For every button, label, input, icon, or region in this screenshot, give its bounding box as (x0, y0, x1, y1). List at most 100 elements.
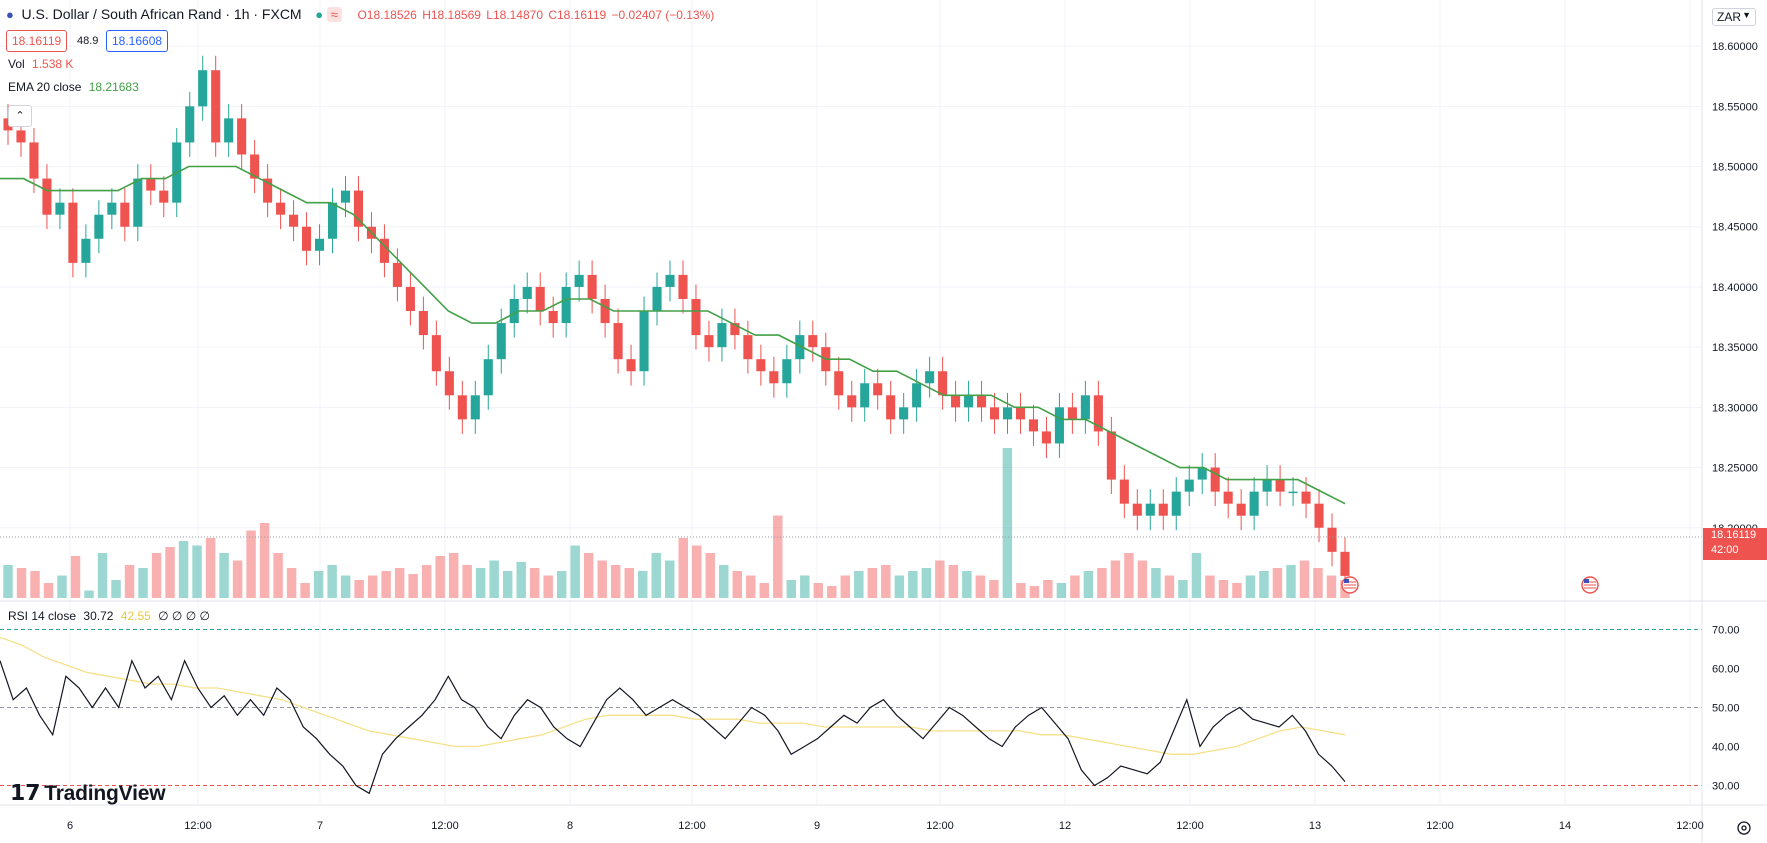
logo-text: TradingView (44, 782, 166, 805)
candle-body (353, 190, 364, 227)
volume-bar (286, 568, 297, 598)
volume-bar (1016, 583, 1026, 598)
volume-bar (3, 565, 13, 598)
rsi-extra: ∅ ∅ ∅ ∅ (158, 609, 210, 623)
candle-body (782, 359, 792, 384)
rsi-tick-label: 40.00 (1712, 742, 1740, 754)
volume-bar (840, 575, 851, 598)
volume-bar (30, 571, 40, 598)
tradingview-logo[interactable]: 𝟭𝟳 TradingView (10, 780, 166, 806)
time-tick-label: 12 (1059, 820, 1071, 832)
candle-body (639, 311, 649, 372)
rsi-legend: RSI 14 close 30.72 42.55 ∅ ∅ ∅ ∅ (8, 609, 210, 623)
volume-bar (813, 583, 824, 598)
volume-bar (16, 568, 27, 598)
candle-body (964, 395, 974, 408)
volume-bar (1245, 575, 1256, 598)
volume-bar (259, 523, 270, 598)
volume-bar (1313, 568, 1323, 598)
candlesticks (3, 55, 1350, 591)
volume-value: 1.538 K (32, 57, 74, 71)
candle-body (237, 118, 247, 155)
volume-bar (827, 586, 837, 598)
time-tick-label: 6 (67, 820, 73, 832)
volume-bar (759, 583, 770, 598)
candle-body (314, 238, 325, 251)
high-value: H18.18569 (422, 8, 481, 22)
candle-body (834, 371, 844, 396)
candle-body (159, 190, 169, 203)
candle-body (379, 238, 389, 263)
candle-body (107, 202, 117, 215)
candle-body (1132, 503, 1142, 516)
volume-bar (219, 553, 229, 598)
collapse-button[interactable]: ⌃ (8, 105, 32, 127)
candle-body (276, 202, 286, 215)
volume-bar (1137, 560, 1148, 598)
candle-body (470, 395, 480, 420)
price-tick-label: 18.45000 (1712, 222, 1758, 234)
candle-body (717, 323, 727, 348)
candle-body (860, 383, 870, 408)
price-tick-label: 18.60000 (1712, 41, 1758, 53)
candle-body (743, 335, 753, 360)
time-tick-label: 8 (567, 820, 573, 832)
ema-line (0, 165, 1346, 505)
countdown: 42:00 (1711, 544, 1739, 556)
candle-body (457, 395, 467, 420)
volume-bar (705, 553, 715, 598)
volume-bar (692, 545, 702, 598)
candle-body (574, 274, 584, 287)
candle-body (431, 335, 441, 372)
volume-bar (678, 538, 688, 598)
price-tick-label: 18.25000 (1712, 463, 1758, 475)
candle-body (1158, 503, 1168, 516)
volume-bar (43, 583, 54, 598)
volume-bar (462, 565, 472, 598)
volume-bar (516, 562, 526, 598)
candle-body (55, 202, 65, 215)
candle-body (613, 323, 623, 360)
volume-bar (1299, 560, 1310, 598)
candle-body (873, 383, 883, 396)
candle-body (977, 395, 987, 408)
candle-body (42, 178, 52, 215)
symbol-title[interactable]: U.S. Dollar / South African Rand · 1h · … (21, 6, 302, 22)
volume-bar (70, 556, 81, 598)
volume-bar (543, 575, 553, 598)
volume-bar (1124, 553, 1134, 598)
candle-body (522, 286, 532, 299)
status-dot: ● (315, 7, 324, 22)
time-tick-label: 12:00 (926, 820, 954, 832)
candle-body (1249, 491, 1259, 516)
volume-bar (935, 560, 945, 598)
volume-bar (327, 565, 337, 598)
currency-selector[interactable]: ZAR ▼ (1712, 8, 1756, 26)
candle-body (652, 286, 662, 312)
volume-bar (570, 545, 580, 598)
candle-body (1197, 467, 1207, 480)
price-tick-label: 18.50000 (1712, 162, 1758, 174)
volume-bar (381, 571, 391, 598)
candle-body (509, 298, 519, 324)
volume-bar (1070, 575, 1080, 598)
time-tick-label: 13 (1309, 820, 1321, 832)
candle-body (1262, 479, 1272, 492)
price-tick-label: 18.35000 (1712, 342, 1758, 354)
ema-legend: EMA 20 close 18.21683 (8, 80, 139, 94)
volume-bar (300, 583, 310, 598)
volume-bar (746, 575, 756, 598)
volume-bar (448, 553, 459, 598)
volume-bar (1056, 583, 1067, 598)
volume-bar (638, 571, 648, 598)
candle-body (1301, 491, 1311, 504)
sell-price[interactable]: 18.16119 (6, 30, 68, 52)
candle-body (483, 359, 493, 396)
volume-bar (246, 530, 256, 598)
candle-body (1327, 527, 1337, 552)
price-tick-label: 18.30000 (1712, 402, 1758, 414)
wave-icon: ≈ (326, 7, 342, 22)
buy-price[interactable]: 18.16608 (106, 30, 169, 52)
